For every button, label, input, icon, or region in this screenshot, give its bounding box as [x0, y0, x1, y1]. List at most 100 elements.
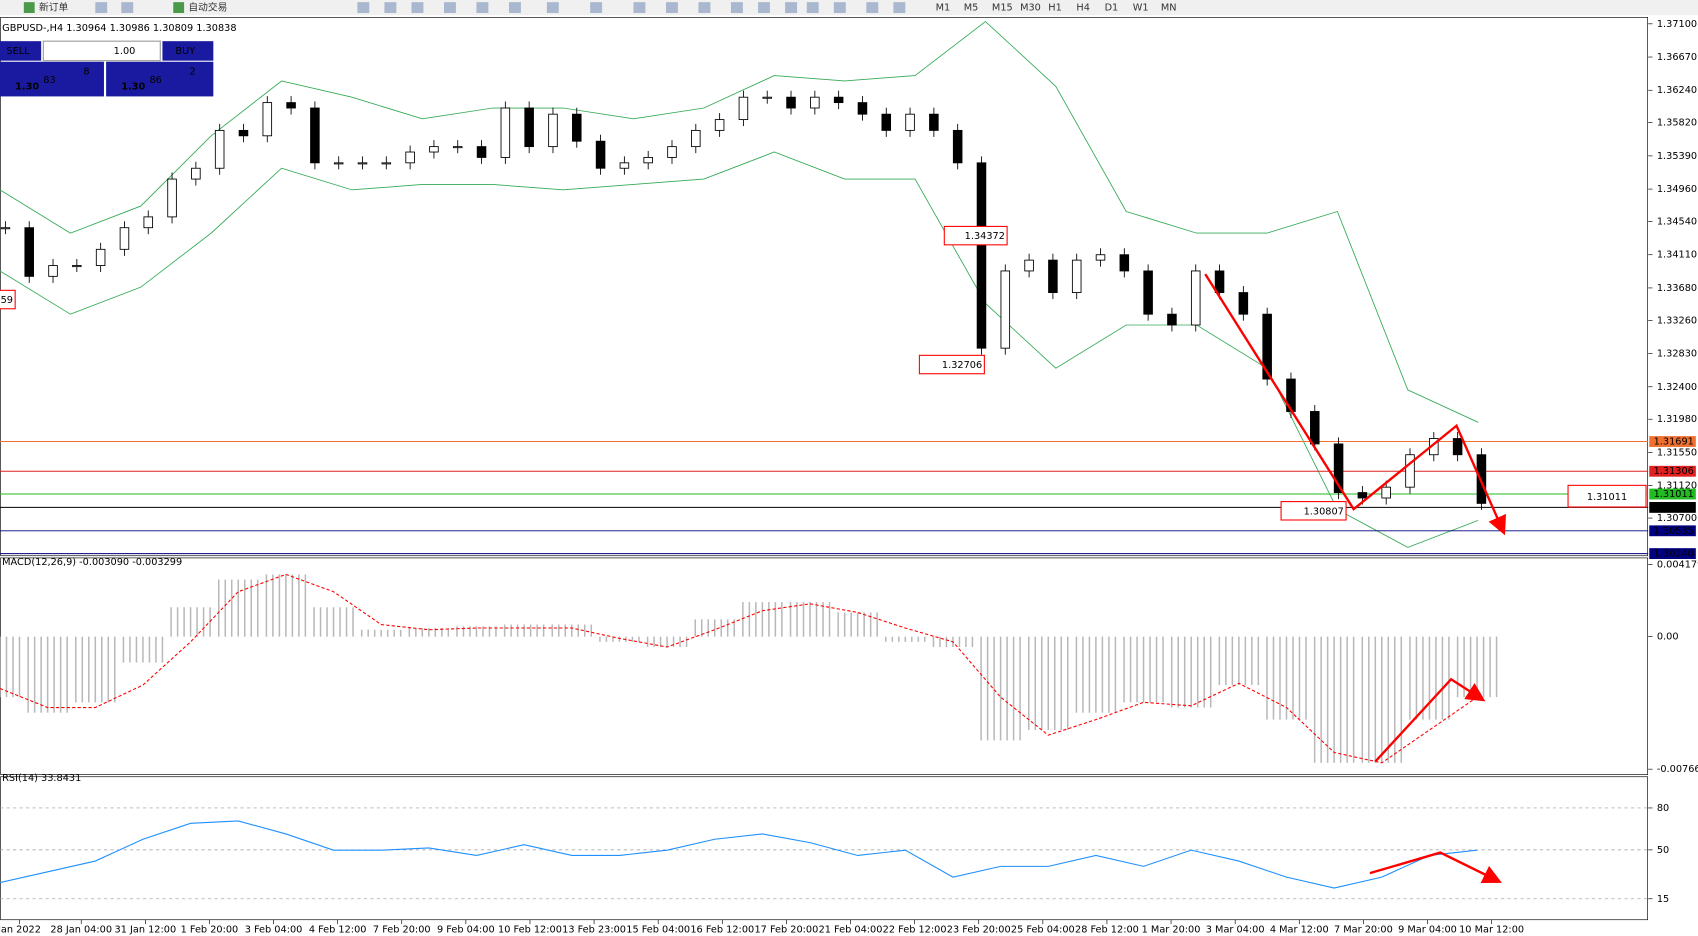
y-tick-label: 1.35820	[1657, 118, 1697, 129]
toolbar-icon[interactable]	[758, 2, 770, 13]
candle	[1405, 454, 1415, 488]
buy-button[interactable]	[162, 41, 214, 61]
timeframe-button[interactable]: MN	[1161, 3, 1177, 14]
y-tick-label: 1.31550	[1657, 447, 1697, 458]
candle	[619, 162, 630, 169]
timeframe-button[interactable]: M15	[992, 3, 1013, 14]
candle	[548, 113, 558, 148]
toolbar-icon[interactable]	[833, 2, 846, 13]
time-label: 21 Feb 04:00	[819, 924, 883, 935]
price-big: 1.30	[121, 82, 145, 93]
y-tick-label: 1.34540	[1657, 217, 1697, 228]
price-tag	[1649, 488, 1696, 500]
candle	[857, 102, 868, 115]
time-label: 9 Mar 04:00	[1398, 924, 1457, 935]
candle	[405, 151, 415, 164]
toolbar-icon[interactable]	[411, 2, 424, 13]
candle	[191, 167, 201, 180]
toolbar-button[interactable]: 新订单	[39, 1, 68, 14]
price-box[interactable]	[106, 61, 214, 97]
toolbar-icon[interactable]	[443, 2, 456, 13]
toolbar-icon[interactable]	[866, 2, 879, 13]
toolbar-icon[interactable]	[95, 2, 108, 13]
toolbar-icon[interactable]	[384, 2, 397, 13]
candle	[762, 96, 772, 99]
toolbar-icon[interactable]	[590, 2, 603, 13]
y-tick-label: 1.30700	[1657, 513, 1697, 524]
time-label: 1 Feb 20:00	[181, 924, 239, 935]
price-tag-label: 1.31306	[1654, 466, 1694, 477]
time-label: 28 Jan 04:00	[50, 924, 112, 935]
arrow	[1374, 677, 1486, 763]
candle	[1167, 313, 1177, 326]
price-frac: 8	[83, 66, 89, 77]
toolbar-icon[interactable]	[893, 2, 906, 13]
timeframe-button[interactable]: M1	[936, 3, 951, 14]
price-tag	[1649, 501, 1696, 513]
price-frac: 2	[190, 66, 196, 77]
sell-button[interactable]	[0, 41, 42, 61]
time-label: 16 Feb 12:00	[690, 924, 754, 935]
timeframe-button[interactable]: H4	[1076, 3, 1090, 14]
toolbar-icon[interactable]	[508, 2, 521, 13]
price-label: 1.31011	[1587, 492, 1627, 503]
price-chart: GBPUSD-,H4 1.30964 1.30986 1.30809 1.308…	[0, 19, 1697, 560]
trade-panel[interactable]: SELL 1.00 BUY 1.30 83 8 1.30 86 2	[0, 40, 214, 97]
candle	[1333, 443, 1344, 494]
candle	[1310, 411, 1320, 445]
pane-title: RSI(14) 33.8431	[2, 773, 81, 784]
time-label: 22 Feb 12:00	[883, 924, 947, 935]
rsi-pane	[0, 776, 1648, 921]
timeframe-button[interactable]: H1	[1048, 3, 1062, 14]
toolbar-icon[interactable]	[546, 2, 559, 13]
price-label: 1.30807	[1304, 506, 1344, 517]
time-label: 17 Feb 20:00	[754, 924, 818, 935]
timeframe-button[interactable]: M5	[964, 3, 979, 14]
candle	[714, 119, 725, 131]
candle	[48, 265, 58, 277]
y-tick-label: 1.31980	[1657, 414, 1697, 425]
timeframe-button[interactable]: D1	[1105, 3, 1119, 14]
toolbar-icon[interactable]	[806, 2, 819, 13]
toolbar-icon[interactable]	[698, 2, 711, 13]
price-label-box	[1280, 501, 1347, 521]
y-tick-label: -0.007666	[1657, 764, 1698, 775]
time-label: 31 Jan 12:00	[115, 924, 177, 935]
price-tag	[1649, 465, 1696, 477]
y-tick-label: 80	[1657, 803, 1669, 814]
price-tag-label: 1.30535	[1654, 526, 1694, 537]
candle	[667, 146, 677, 158]
toolbar-icon[interactable]	[357, 2, 370, 13]
candle	[143, 216, 154, 229]
price-box[interactable]	[0, 61, 104, 97]
candle	[905, 113, 915, 131]
candle	[286, 102, 296, 109]
price-pips: 83	[43, 75, 55, 86]
price-tag-label: 1.30240	[1654, 549, 1694, 560]
toolbar-button[interactable]: 自动交易	[188, 1, 227, 14]
candle	[595, 140, 606, 169]
price-label-box	[1567, 484, 1647, 508]
time-label: 25 Feb 04:00	[1011, 924, 1075, 935]
toolbar-icon[interactable]	[633, 2, 646, 13]
toolbar-icon[interactable]	[121, 2, 134, 13]
timeframe-button[interactable]: M30	[1020, 3, 1041, 14]
y-tick-label: 1.31120	[1657, 481, 1697, 492]
time-label: 3 Feb 04:00	[245, 924, 303, 935]
candle	[1048, 259, 1058, 294]
y-tick-label: 1.34960	[1657, 184, 1697, 195]
candle	[738, 96, 749, 121]
price-tag	[1649, 525, 1696, 537]
toolbar-icon[interactable]	[785, 2, 798, 13]
y-tick-label: 1.32400	[1657, 382, 1697, 393]
time-label: 4 Mar 12:00	[1270, 924, 1329, 935]
candle	[1190, 270, 1201, 326]
price-label-box	[0, 289, 16, 310]
timeframe-button[interactable]: W1	[1133, 3, 1149, 14]
toolbar-icon[interactable]	[665, 2, 678, 13]
macd-chart: MACD(12,26,9) -0.003090 -0.003299 0.00417…	[0, 557, 1698, 775]
lot-box[interactable]	[42, 40, 161, 62]
toolbar-icon[interactable]	[476, 2, 489, 13]
price-label-box	[918, 354, 985, 375]
toolbar-icon[interactable]	[730, 2, 743, 13]
